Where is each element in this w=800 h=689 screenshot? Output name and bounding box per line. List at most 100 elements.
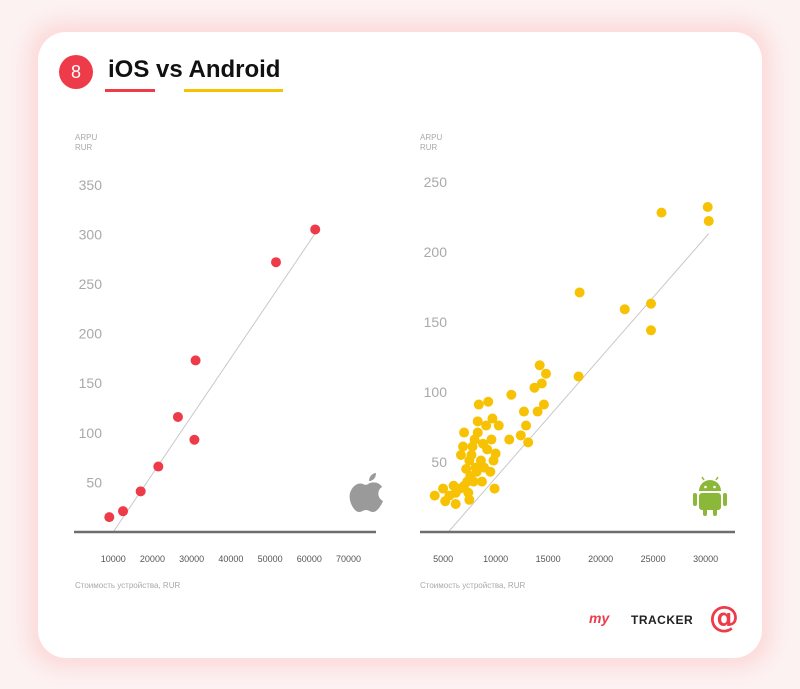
data-point [172,411,183,422]
section-number-badge: 8 [59,55,93,89]
data-point [270,257,281,268]
android-head [699,480,721,491]
data-point [646,325,656,336]
data-point [504,434,515,445]
data-point [189,434,200,445]
data-point [459,427,470,438]
android-arm-left [693,493,697,506]
title-underline-ios [105,89,155,92]
at-sign-icon: @ [709,600,739,635]
apple-body [349,482,383,512]
data-point [493,420,504,431]
data-point [518,406,529,417]
x-axis-title: Стоимость устройства, RUR [75,581,180,590]
trend-line [112,230,318,533]
x-tick-label: 10000 [101,554,126,564]
android-leg-left [703,508,707,516]
y-tick-label: 50 [431,454,447,470]
data-point [438,483,449,494]
y-axis-title-line: ARPU [420,133,442,142]
data-point [536,378,547,389]
x-tick-label: 30000 [693,554,718,564]
y-axis-title-line: RUR [75,143,93,152]
data-point [482,444,493,455]
x-tick-label: 60000 [297,554,322,564]
x-tick-label: 5000 [433,554,453,564]
data-point [515,430,526,441]
data-point [472,416,483,427]
data-point [472,427,483,438]
data-point [619,304,630,315]
page-title: iOS vs Android [108,56,281,83]
data-point [529,382,540,393]
data-point [310,224,321,235]
apple-icon [349,473,383,512]
data-point [118,506,129,517]
data-point [573,371,584,382]
android-icon [693,476,727,516]
y-axis-title-line: ARPU [75,133,97,142]
x-tick-label: 20000 [588,554,613,564]
y-tick-label: 250 [79,276,103,292]
x-tick-label: 70000 [336,554,361,564]
data-point [489,483,500,494]
data-point [487,413,498,424]
data-point [702,202,713,213]
data-point [506,389,517,400]
android-eye-right [713,485,716,489]
data-point [476,476,487,487]
x-axis-title: Стоимость устройства, RUR [420,581,525,590]
y-axis-title-line: RUR [420,143,438,152]
y-tick-label: 250 [424,174,448,190]
y-tick-label: 200 [424,244,448,260]
data-point [646,298,656,309]
data-point [703,216,714,227]
data-point [429,490,440,501]
brand-my: my [589,610,610,626]
data-point [135,486,146,497]
data-point [521,420,532,431]
y-tick-label: 200 [79,326,103,342]
x-tick-label: 20000 [140,554,165,564]
android-leg-right [713,508,717,516]
data-point [538,399,549,410]
data-point [541,368,551,379]
data-point [458,441,469,452]
data-point [523,437,534,448]
data-point [486,434,497,445]
data-point [574,287,585,298]
y-tick-label: 300 [79,226,103,242]
data-point [471,466,482,477]
data-point [468,476,479,487]
data-point [483,396,494,407]
android-eye-left [704,485,707,489]
data-point [485,466,496,477]
android-antenna-left [701,476,705,481]
data-point [473,399,484,410]
data-point [490,448,501,459]
x-tick-label: 10000 [483,554,508,564]
data-point [466,449,477,460]
x-tick-label: 15000 [536,554,561,564]
data-point [153,461,164,472]
data-point [455,449,466,460]
x-tick-label: 50000 [258,554,283,564]
y-tick-label: 150 [424,314,448,330]
data-point [190,355,201,366]
y-tick-label: 350 [79,177,103,193]
brand-tracker: TRACKER [631,613,694,627]
y-tick-label: 50 [86,474,102,490]
x-tick-label: 25000 [641,554,666,564]
data-point [534,360,545,371]
x-tick-label: 30000 [179,554,204,564]
y-tick-label: 150 [79,375,103,391]
data-point [464,494,475,505]
android-body [699,493,721,510]
chart-card [38,32,762,658]
y-tick-label: 100 [79,425,103,441]
y-tick-label: 100 [424,384,448,400]
data-point [532,406,543,417]
